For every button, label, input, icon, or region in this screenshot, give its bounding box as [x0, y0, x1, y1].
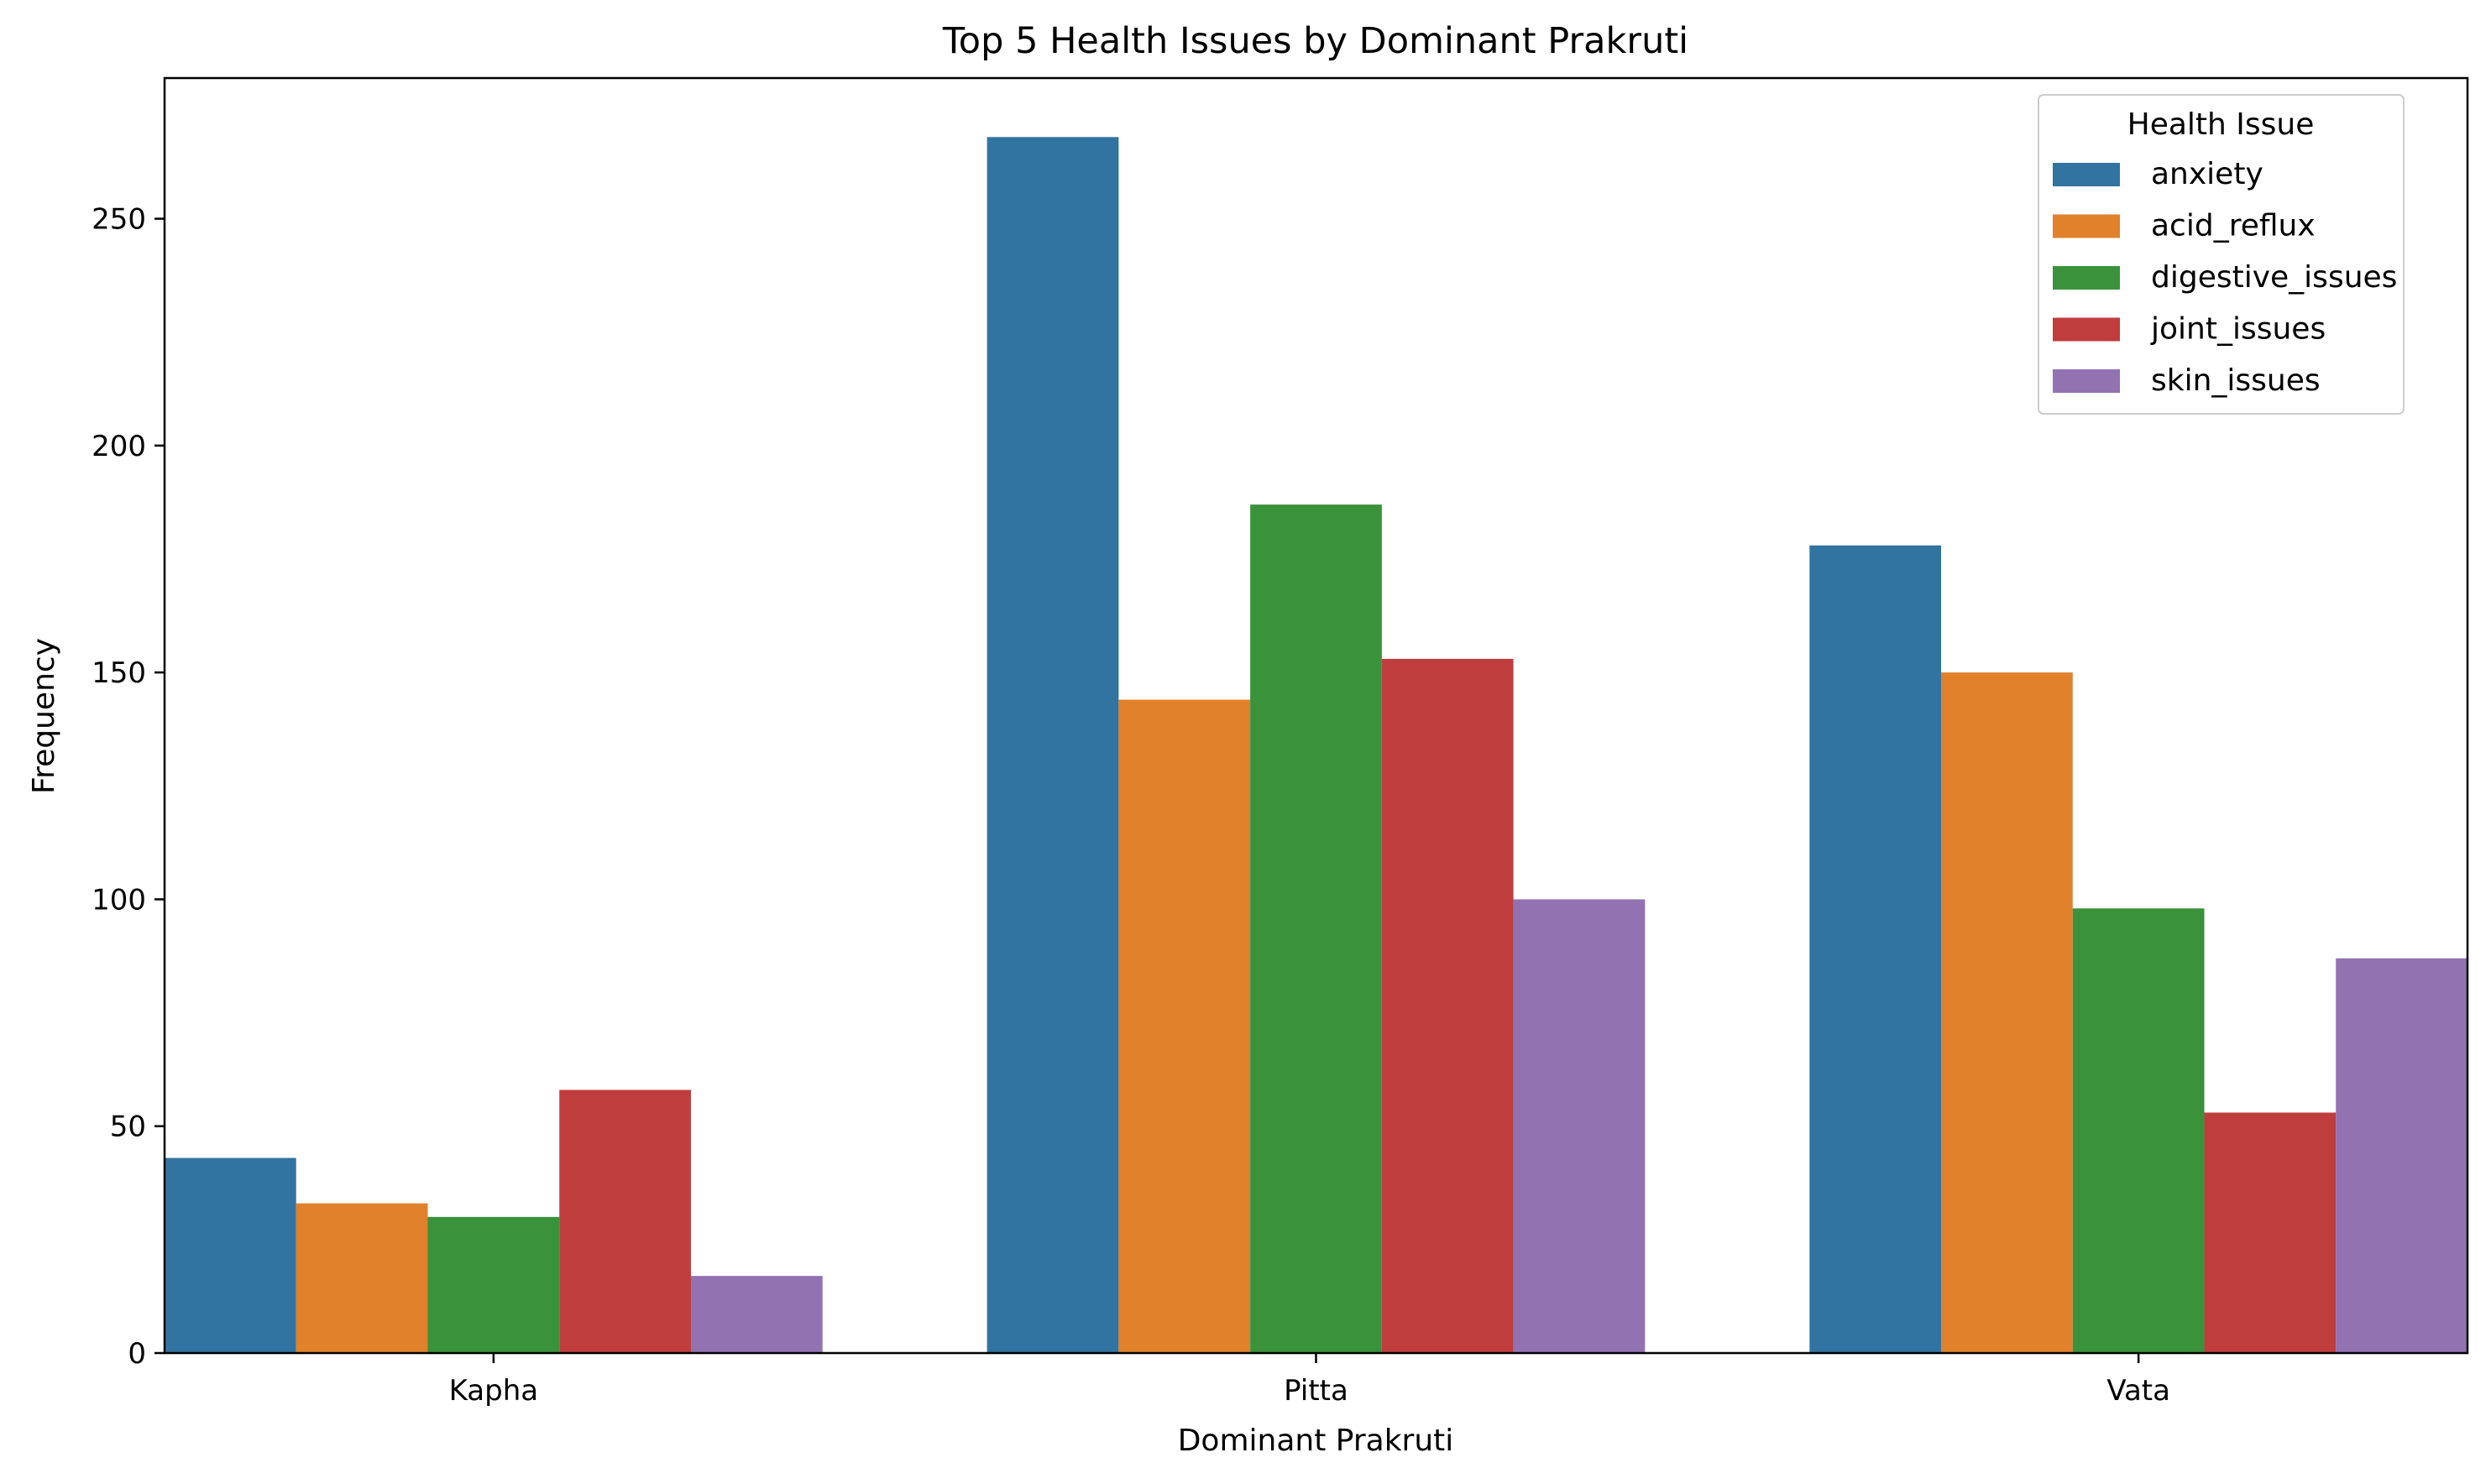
x-tick-label-kapha: Kapha — [449, 1374, 539, 1408]
legend-swatch-skin_issues — [2053, 369, 2120, 393]
bar-acid_reflux-vata — [1941, 672, 2073, 1353]
bar-acid_reflux-kapha — [296, 1203, 428, 1353]
legend-label-digestive_issues: digestive_issues — [2151, 260, 2397, 295]
bar-digestive_issues-kapha — [427, 1216, 560, 1353]
x-tick-label-vata: Vata — [2106, 1374, 2170, 1408]
y-axis-label: Frequency — [27, 638, 61, 794]
y-tick-label: 100 — [92, 883, 146, 917]
legend: Health Issue anxiety acid_reflux digestive… — [2038, 94, 2405, 415]
bar-skin_issues-pitta — [1513, 899, 1646, 1353]
x-axis-ticks: Kapha Pitta Vata — [449, 1353, 2170, 1408]
bar-acid_reflux-pitta — [1118, 699, 1251, 1353]
bar-digestive_issues-vata — [2072, 908, 2205, 1353]
y-axis-ticks: 0 50 100 150 200 250 — [92, 203, 165, 1371]
legend-label-joint_issues: joint_issues — [2150, 312, 2326, 347]
legend-swatch-anxiety — [2053, 163, 2120, 186]
legend-label-acid_reflux: acid_reflux — [2151, 209, 2316, 243]
legend-title: Health Issue — [2127, 107, 2315, 142]
bars-group — [165, 137, 2467, 1353]
y-tick-label: 200 — [92, 430, 146, 463]
legend-label-anxiety: anxiety — [2151, 157, 2263, 191]
legend-swatch-digestive_issues — [2053, 266, 2120, 290]
x-axis-label: Dominant Prakruti — [1178, 1424, 1454, 1458]
x-tick-label-pitta: Pitta — [1284, 1374, 1348, 1408]
y-tick-label: 250 — [92, 203, 146, 237]
legend-swatch-acid_reflux — [2053, 214, 2120, 238]
bar-joint_issues-kapha — [559, 1089, 691, 1353]
bar-anxiety-kapha — [165, 1157, 296, 1353]
bar-anxiety-pitta — [986, 137, 1119, 1353]
legend-label-skin_issues: skin_issues — [2151, 363, 2321, 398]
bar-skin_issues-kapha — [690, 1276, 823, 1353]
y-tick-label: 50 — [110, 1110, 146, 1144]
y-tick-label: 150 — [92, 656, 146, 690]
bar-joint_issues-pitta — [1381, 658, 1514, 1353]
chart-title: Top 5 Health Issues by Dominant Prakruti — [942, 20, 1688, 62]
bar-anxiety-vata — [1809, 545, 1942, 1353]
legend-items: anxiety acid_reflux digestive_issues joint_… — [2053, 157, 2397, 398]
bar-joint_issues-vata — [2204, 1112, 2337, 1353]
bar-skin_issues-vata — [2336, 958, 2467, 1353]
legend-swatch-joint_issues — [2053, 317, 2120, 342]
y-tick-label: 0 — [128, 1337, 146, 1371]
bar-digestive_issues-pitta — [1250, 504, 1382, 1353]
legend-frame — [2038, 94, 2405, 415]
